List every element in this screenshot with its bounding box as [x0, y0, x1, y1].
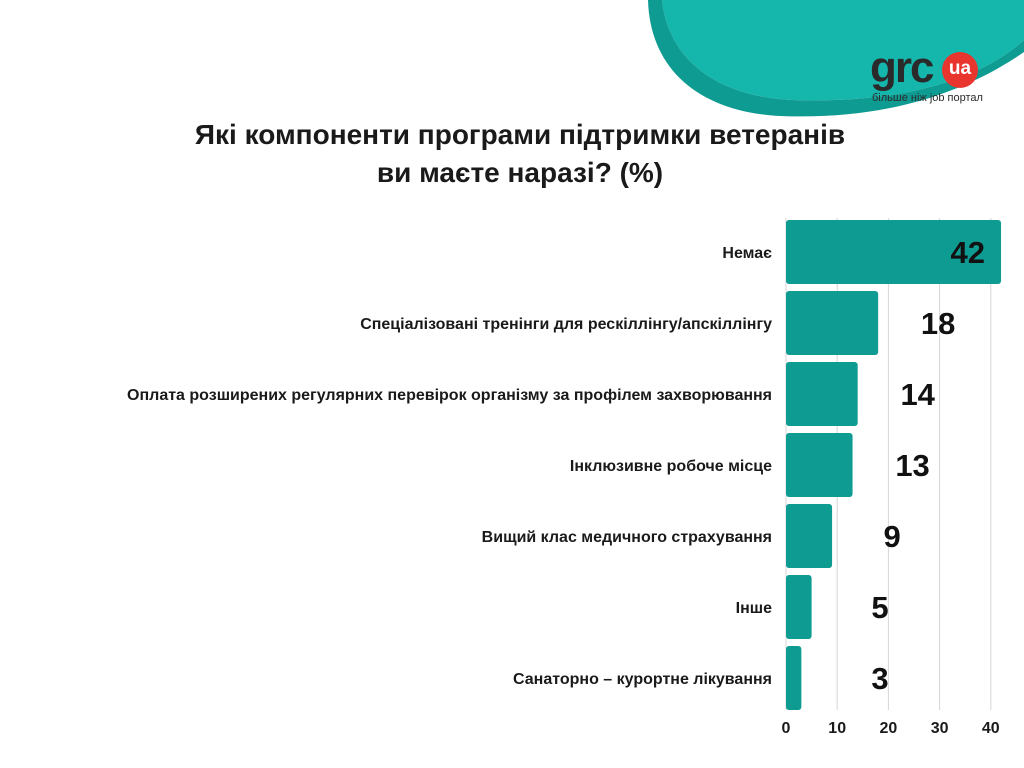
logo-badge: ua: [942, 52, 978, 88]
chart-title: Які компоненти програми підтримки ветера…: [100, 116, 940, 192]
logo-wordmark: grc: [870, 43, 935, 92]
header-wave-light: [648, 0, 1024, 116]
category-label: Інклюзивне робоче місце: [570, 458, 772, 475]
category-label: Спеціалізовані тренінги для рескіллінгу/…: [360, 316, 772, 333]
header-wave-mid: [648, 0, 1024, 117]
category-label: Санаторно – курортне лікування: [513, 671, 772, 688]
data-label: 14: [900, 377, 935, 412]
chart-title-line-2: ви маєте наразі? (%): [376, 157, 664, 188]
bar: [786, 504, 833, 568]
bar: [786, 291, 879, 355]
x-tick-label: 10: [828, 720, 846, 737]
bar: [786, 646, 802, 710]
brand-logo[interactable]: grc ua більше ніж job портал: [870, 46, 1010, 106]
x-tick-label: 30: [931, 720, 949, 737]
category-label: Вищий клас медичного страхування: [482, 529, 772, 546]
data-label: 13: [895, 448, 929, 483]
bar: [786, 362, 858, 426]
category-label: Інше: [736, 600, 772, 617]
data-label: 42: [951, 235, 985, 270]
bar: [786, 220, 1002, 284]
chart-title-line-1: Які компоненти програми підтримки ветера…: [194, 119, 846, 150]
bar: [786, 575, 812, 639]
data-label: 18: [921, 306, 955, 341]
logo-tagline: більше ніж job портал: [872, 92, 983, 104]
data-label: 3: [871, 661, 888, 696]
x-tick-label: 0: [782, 720, 791, 737]
bar: [786, 433, 853, 497]
data-label: 9: [883, 519, 900, 554]
data-label: 5: [871, 590, 888, 625]
category-label: Оплата розширених регулярних перевірок о…: [127, 387, 772, 404]
x-tick-label: 20: [880, 720, 898, 737]
header-banner: [0, 0, 1024, 150]
x-tick-label: 40: [982, 720, 1000, 737]
category-label: Немає: [722, 245, 772, 262]
